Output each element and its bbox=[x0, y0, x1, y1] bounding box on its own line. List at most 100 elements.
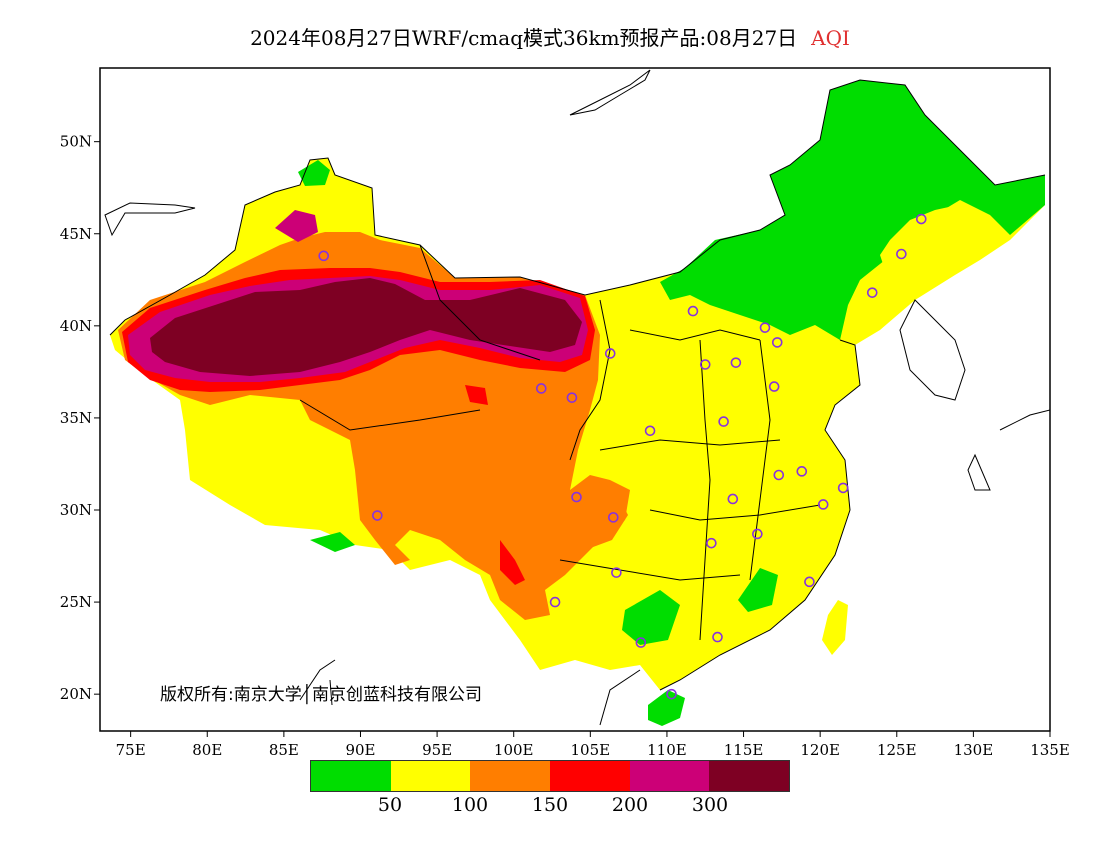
lon-tick-label: 120E bbox=[800, 741, 840, 759]
title-main: 2024年08月27日WRF/cmaq模式36km预报产品:08月27日 bbox=[250, 26, 798, 50]
indochina-coast bbox=[599, 669, 641, 726]
japan-outline-2 bbox=[967, 453, 991, 491]
city-marker bbox=[727, 493, 739, 505]
internal-border-5 bbox=[559, 559, 741, 581]
legend-swatch bbox=[550, 761, 630, 791]
city-marker bbox=[759, 322, 771, 333]
internal-border-4 bbox=[649, 504, 821, 521]
aqi-field bbox=[110, 80, 1045, 726]
city-marker bbox=[535, 383, 547, 394]
internal-border-3 bbox=[599, 439, 781, 451]
lat-tick-label: 25N bbox=[60, 593, 92, 611]
city-marker bbox=[372, 510, 383, 521]
city-marker bbox=[768, 381, 780, 392]
legend-swatch bbox=[709, 761, 790, 791]
korea-outline bbox=[899, 299, 966, 401]
boundary-lines bbox=[104, 69, 1050, 726]
lon-tick-label: 85E bbox=[269, 741, 299, 759]
city-marker bbox=[644, 425, 656, 437]
lon-tick-label: 80E bbox=[192, 741, 222, 759]
city-marker bbox=[571, 491, 582, 503]
coastline bbox=[659, 339, 861, 691]
region-taiwan bbox=[822, 600, 848, 655]
legend-swatch bbox=[629, 761, 710, 791]
city-marker bbox=[896, 248, 907, 260]
legend-label: 150 bbox=[531, 794, 569, 816]
lat-tick-label: 30N bbox=[60, 501, 92, 519]
city-markers bbox=[318, 213, 927, 700]
lon-tick-label: 125E bbox=[877, 741, 917, 759]
city-marker bbox=[666, 688, 677, 700]
internal-border-10 bbox=[329, 679, 333, 706]
region-orange-sichuan bbox=[568, 478, 628, 550]
region-maroon-core bbox=[150, 278, 582, 376]
city-marker bbox=[712, 631, 723, 643]
legend-swatch bbox=[390, 761, 471, 791]
city-marker bbox=[817, 499, 829, 510]
city-marker bbox=[566, 392, 578, 403]
city-marker bbox=[804, 576, 815, 588]
city-marker bbox=[608, 512, 619, 523]
china-border bbox=[109, 79, 1046, 336]
internal-border-9 bbox=[419, 244, 541, 361]
lat-tick-label: 45N bbox=[60, 225, 92, 243]
japan-outline bbox=[999, 409, 1050, 431]
lat-tick-label: 35N bbox=[60, 409, 92, 427]
lon-tick-label: 75E bbox=[116, 741, 146, 759]
internal-border-7 bbox=[749, 339, 771, 581]
lon-tick-label: 110E bbox=[647, 741, 687, 759]
city-marker bbox=[796, 466, 808, 477]
internal-border-2 bbox=[629, 329, 761, 341]
legend-label: 200 bbox=[611, 794, 649, 816]
internal-border-8 bbox=[299, 399, 481, 431]
legend-swatch bbox=[470, 761, 551, 791]
city-marker bbox=[611, 567, 622, 578]
region-yellow-northeast bbox=[880, 205, 972, 285]
lake-baikal bbox=[569, 69, 651, 116]
region-red-yunnan bbox=[500, 540, 525, 585]
region-green-southeast bbox=[738, 568, 778, 612]
lon-tick-label: 100E bbox=[494, 741, 534, 759]
legend-labels: 50 100 150 200 300 bbox=[0, 794, 1100, 818]
city-marker bbox=[730, 357, 742, 368]
city-marker bbox=[706, 537, 717, 549]
region-hainan bbox=[648, 690, 685, 726]
lat-tick-label: 50N bbox=[60, 133, 92, 151]
city-marker bbox=[837, 482, 849, 494]
city-marker bbox=[866, 287, 878, 298]
lon-tick-label: 115E bbox=[724, 741, 764, 759]
lon-tick-label: 135E bbox=[1030, 741, 1070, 759]
copyright-text: 版权所有:南京大学│南京创蓝科技有限公司 bbox=[160, 685, 482, 705]
internal-border-6 bbox=[699, 339, 711, 641]
city-marker bbox=[718, 416, 729, 427]
region-red-spot-1 bbox=[465, 385, 488, 405]
caspian-edge bbox=[104, 202, 196, 237]
city-marker bbox=[604, 348, 616, 359]
axis-ticks: 75E 80E 85E 90E 95E 100E 105E 110E 115E 120E 125E 1… bbox=[60, 133, 1070, 759]
lon-tick-label: 130E bbox=[954, 741, 994, 759]
legend-swatch bbox=[311, 761, 391, 791]
region-green-guangxi bbox=[622, 590, 680, 645]
map-title: 2024年08月27日WRF/cmaq模式36km预报产品:08月27日 AQI bbox=[0, 22, 1100, 51]
city-marker bbox=[687, 305, 699, 317]
region-green-tibet bbox=[310, 532, 355, 552]
region-magenta-north bbox=[275, 210, 318, 242]
internal-border-1 bbox=[569, 299, 611, 461]
region-green-west-north bbox=[298, 160, 330, 186]
city-marker bbox=[773, 469, 785, 481]
city-marker bbox=[771, 337, 783, 348]
india-coast bbox=[299, 659, 336, 701]
title-variable: AQI bbox=[811, 26, 850, 50]
city-marker bbox=[752, 528, 763, 540]
city-marker bbox=[318, 250, 330, 262]
city-marker bbox=[635, 637, 647, 648]
city-marker bbox=[699, 359, 711, 370]
region-green-northeast bbox=[660, 80, 1045, 340]
legend-label: 300 bbox=[691, 794, 729, 816]
lat-tick-label: 40N bbox=[60, 317, 92, 335]
lon-tick-label: 105E bbox=[571, 741, 611, 759]
city-marker bbox=[549, 596, 561, 608]
color-legend bbox=[310, 760, 790, 792]
city-marker bbox=[915, 213, 927, 225]
